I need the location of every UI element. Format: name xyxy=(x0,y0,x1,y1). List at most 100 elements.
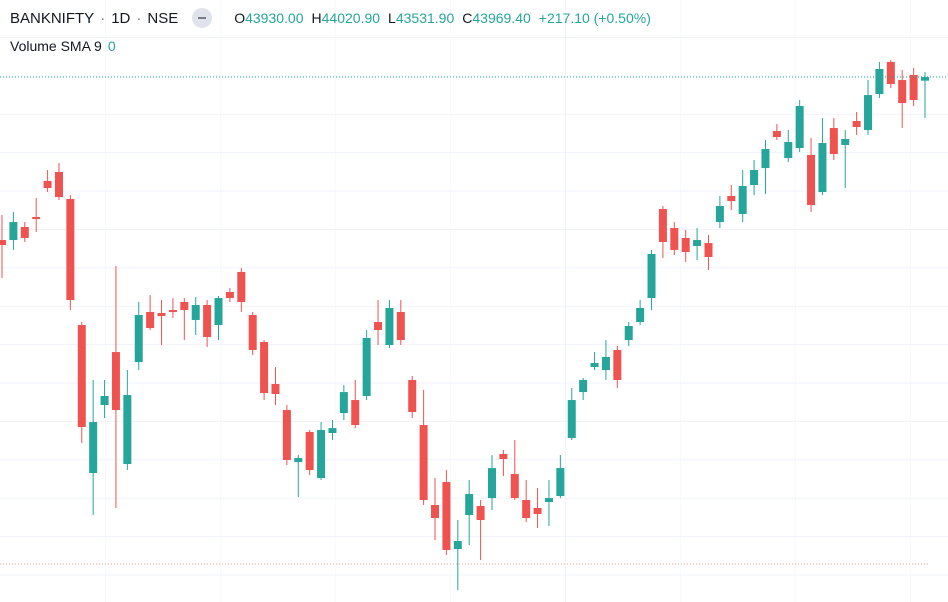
candle-body xyxy=(157,313,166,317)
candle-body xyxy=(396,312,405,341)
candle-body xyxy=(590,362,599,368)
ohlc-label: H xyxy=(311,9,322,26)
candle-body xyxy=(556,468,565,496)
candle-body xyxy=(180,301,189,311)
candle-body xyxy=(898,80,907,104)
candle-body xyxy=(636,307,645,323)
exchange: NSE xyxy=(147,9,179,27)
candle-body xyxy=(613,349,622,380)
candle-body xyxy=(32,216,41,220)
candle-body xyxy=(248,315,257,350)
candle-body xyxy=(795,106,804,148)
candle-body xyxy=(807,155,816,205)
candle-body xyxy=(601,357,610,371)
candle-body xyxy=(886,61,895,84)
candle-body xyxy=(909,74,918,101)
candle-body xyxy=(134,315,143,363)
candle-body xyxy=(66,198,75,301)
candle-body xyxy=(225,292,234,299)
candle-body xyxy=(510,474,519,499)
candle-body xyxy=(282,410,291,461)
candle-body xyxy=(772,131,781,138)
indicator-value: 0 xyxy=(107,38,116,54)
candle-body xyxy=(385,307,394,346)
candle-body xyxy=(9,222,18,241)
candle-body xyxy=(567,400,576,438)
candle-body xyxy=(294,458,303,463)
candle-body xyxy=(487,468,496,499)
candle-body xyxy=(442,482,451,550)
candle-body xyxy=(374,322,383,331)
candle-body xyxy=(750,170,759,186)
change: +217.10 (+0.50%) xyxy=(538,10,651,26)
ohlc-label: L xyxy=(388,9,396,26)
candle-body xyxy=(362,337,371,396)
candle-body xyxy=(738,186,747,214)
candle-body xyxy=(123,395,132,465)
symbol: BANKNIFTY xyxy=(10,9,95,27)
candle-body xyxy=(522,500,531,519)
candle-body xyxy=(328,428,337,434)
candle-body xyxy=(77,325,86,428)
candle-body xyxy=(260,342,269,393)
ohlc-label: C xyxy=(462,9,473,26)
candle-body xyxy=(476,506,485,520)
candle-body xyxy=(465,494,474,516)
candle-body xyxy=(841,138,850,145)
candle-body xyxy=(453,540,462,550)
separator: · xyxy=(100,9,106,27)
candle-body xyxy=(43,180,52,189)
candle-body xyxy=(533,507,542,514)
indicator-name: Volume SMA 9 xyxy=(10,38,102,54)
interval: 1D xyxy=(111,9,131,27)
ohlc-value: 43930.00 xyxy=(245,9,304,26)
candle-body xyxy=(681,237,690,253)
candle-body xyxy=(146,312,155,329)
candle-body xyxy=(499,454,508,460)
candle-body xyxy=(693,240,702,247)
candle-body xyxy=(784,141,793,159)
candle-body xyxy=(317,430,326,479)
candle-body xyxy=(100,395,109,405)
ohlc-value: 43531.90 xyxy=(395,9,455,26)
candle-body xyxy=(624,325,633,341)
candle-body xyxy=(818,143,827,193)
candle-body xyxy=(431,504,440,519)
separator: · xyxy=(136,9,142,27)
candle-body xyxy=(670,228,679,250)
candle-body xyxy=(89,422,98,474)
candle-body xyxy=(271,383,280,395)
candle-body xyxy=(203,304,212,338)
ohlc-label: O xyxy=(234,9,246,26)
ohlc-values: O43930.00 H44020.90 L43531.90 C43969.40 xyxy=(234,10,539,27)
indicator-legend: Volume SMA 9 0 xyxy=(10,38,116,54)
ohlc-value: 43969.40 xyxy=(472,9,531,26)
candle-body xyxy=(579,379,588,393)
candle-body xyxy=(0,240,6,245)
ohlc-value: 44020.90 xyxy=(321,9,381,26)
candle-body xyxy=(168,310,177,313)
candle-body xyxy=(419,425,428,501)
candle-body xyxy=(647,253,656,299)
candle-body xyxy=(339,392,348,414)
candle-body xyxy=(852,120,861,127)
legend-header: BANKNIFTY · 1D · NSE O43930.00 H44020.90 L… xyxy=(10,8,659,28)
candle-body xyxy=(658,209,667,242)
candle-body xyxy=(544,498,553,502)
candle-body xyxy=(829,128,838,154)
candle-body xyxy=(20,227,29,238)
candle-body xyxy=(54,171,63,198)
candle-body xyxy=(727,195,736,202)
candle-body xyxy=(351,400,360,426)
candle-body xyxy=(715,206,724,223)
candle-body xyxy=(864,95,873,130)
collapse-button[interactable] xyxy=(192,8,213,28)
candle-body xyxy=(704,243,713,257)
candle-body xyxy=(111,352,120,411)
candle-body xyxy=(875,68,884,95)
candle-body xyxy=(921,77,929,81)
candle-body xyxy=(761,149,770,169)
candle-body xyxy=(237,271,246,302)
